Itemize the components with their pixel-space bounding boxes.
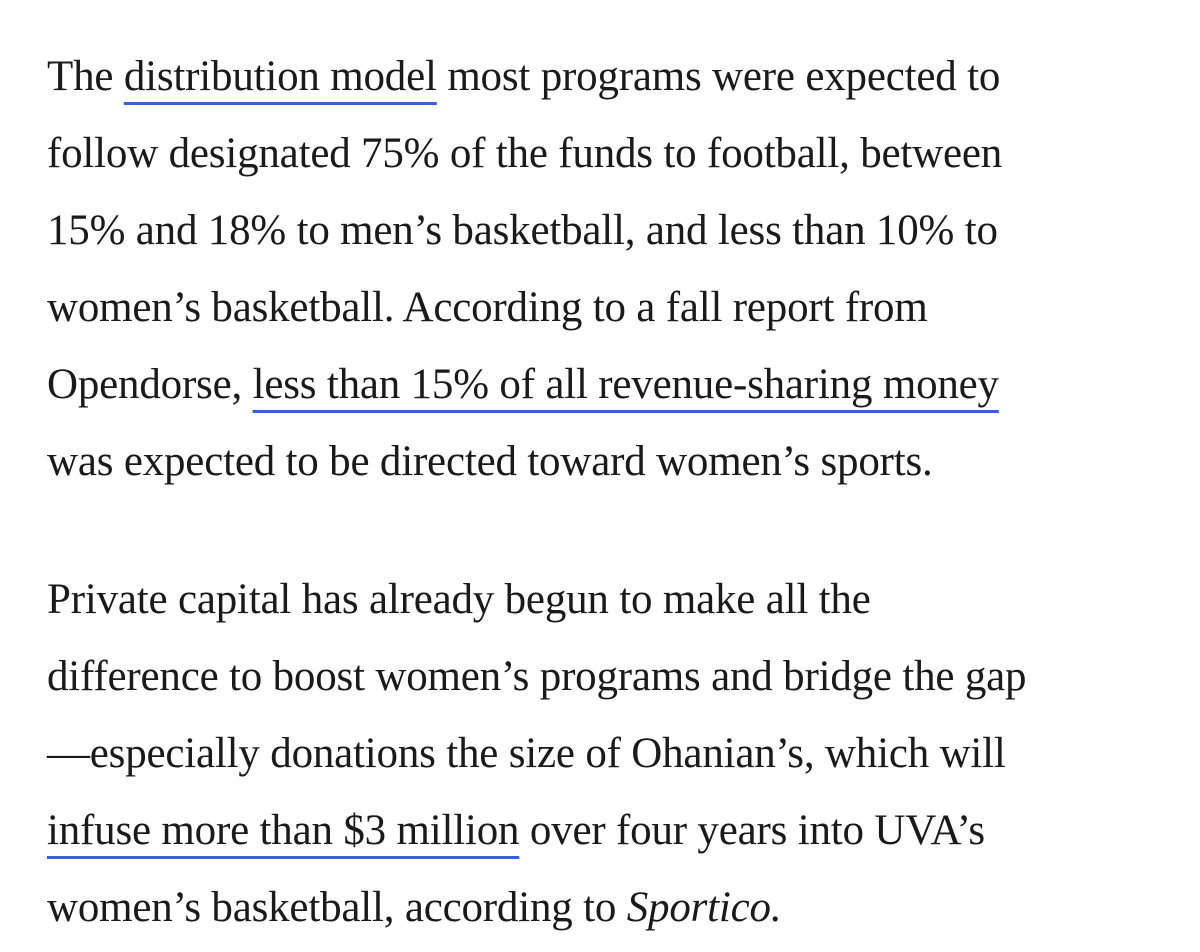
text: women’s basketball. According to a fall … xyxy=(47,284,928,331)
text-line: difference to boost women’s programs and… xyxy=(47,638,1200,715)
text-line: women’s basketball. According to a fall … xyxy=(47,269,1200,346)
text-line: Private capital has already begun to mak… xyxy=(47,561,1200,638)
text: over four years into UVA’s xyxy=(529,807,985,854)
text: Opendorse, xyxy=(47,361,243,408)
text: difference to boost women’s programs and… xyxy=(47,653,1027,700)
text-line: —especially donations the size of Ohania… xyxy=(47,715,1200,792)
text: was expected to be directed toward women… xyxy=(47,438,933,485)
text: The xyxy=(47,53,114,100)
text-line: Opendorse, less than 15% of all revenue-… xyxy=(47,346,1200,423)
text-line: was expected to be directed toward women… xyxy=(47,423,1200,500)
paragraph: The distribution model most programs wer… xyxy=(47,38,1200,500)
text-line: infuse more than $3 million over four ye… xyxy=(47,792,1200,869)
text: most programs were expected to xyxy=(447,53,1001,100)
link[interactable]: less than 15% of all revenue-sharing mon… xyxy=(252,361,999,408)
text: follow designated 75% of the funds to fo… xyxy=(47,130,1003,177)
text: 15% and 18% to men’s basketball, and les… xyxy=(47,207,998,254)
paragraph: Private capital has already begun to mak… xyxy=(47,561,1200,946)
publication-name: Sportico. xyxy=(626,884,782,931)
text-line: follow designated 75% of the funds to fo… xyxy=(47,115,1200,192)
text: —especially donations the size of Ohania… xyxy=(47,730,1006,777)
text-line: 15% and 18% to men’s basketball, and les… xyxy=(47,192,1200,269)
text: Private capital has already begun to mak… xyxy=(47,576,871,623)
text-line: women’s basketball, according to Sportic… xyxy=(47,869,1200,946)
text: women’s basketball, according to xyxy=(47,884,617,931)
link[interactable]: infuse more than $3 million xyxy=(47,807,520,854)
text-line: The distribution model most programs wer… xyxy=(47,38,1200,115)
link[interactable]: distribution model xyxy=(123,53,437,100)
